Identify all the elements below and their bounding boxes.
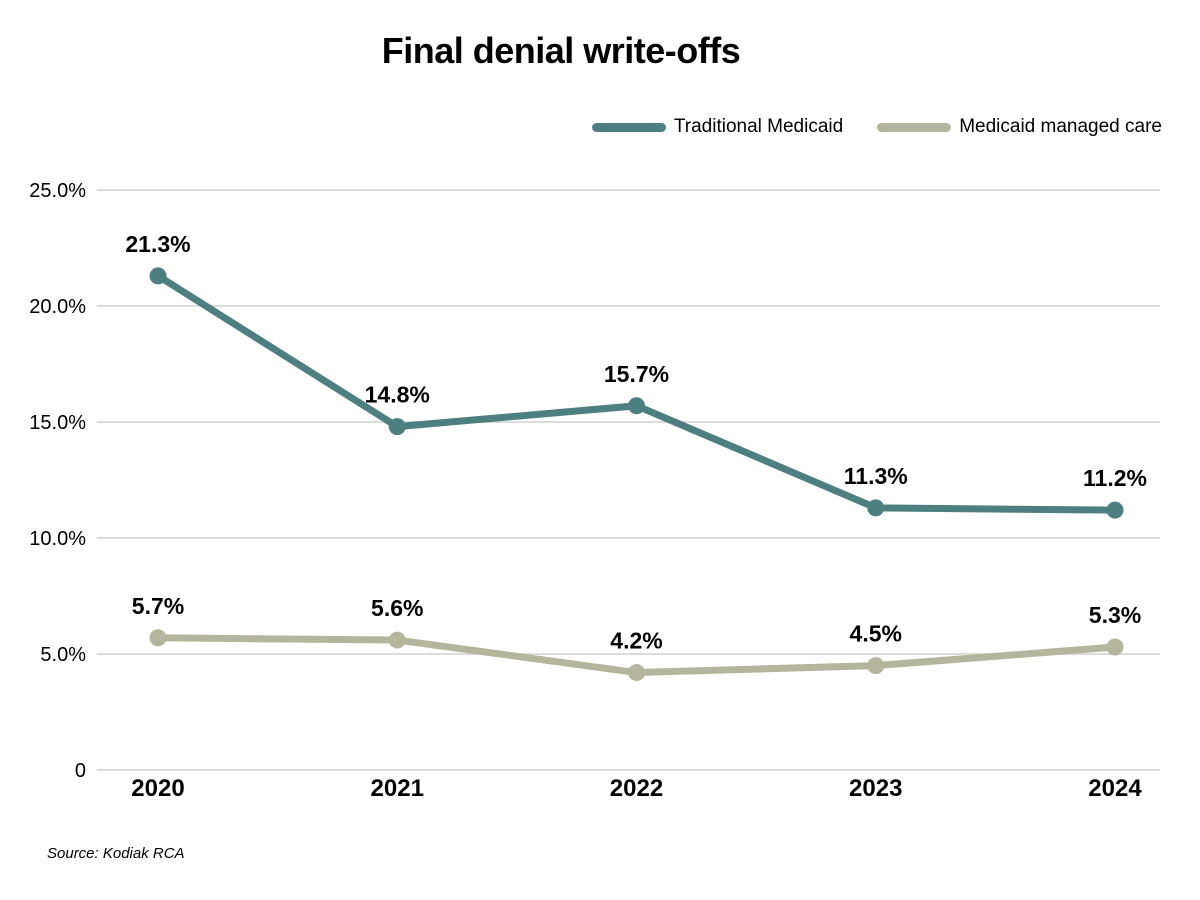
data-point-label: 5.3%: [1089, 602, 1141, 628]
legend: Traditional Medicaid Medicaid managed ca…: [591, 116, 1162, 138]
source-note: Source: Kodiak RCA: [47, 845, 185, 862]
data-point-label: 11.2%: [1083, 465, 1147, 491]
data-point-label: 15.7%: [604, 361, 669, 387]
chart-title: Final denial write-offs: [381, 30, 741, 71]
data-point: [628, 664, 645, 682]
x-axis-tick-label: 2020: [131, 775, 184, 802]
y-axis-tick-label: 20.0%: [29, 296, 86, 318]
legend-item-medicaid-managed-care: Medicaid managed care: [877, 116, 1162, 138]
y-axis-tick-label: 25.0%: [29, 180, 86, 202]
y-axis-tick-label: 5.0%: [40, 644, 86, 666]
legend-swatch-medicaid-managed-care: [877, 122, 952, 132]
data-point-label: 4.5%: [850, 621, 902, 647]
data-point: [388, 418, 406, 436]
data-point-label: 5.7%: [132, 593, 184, 619]
y-axis-tick-label: 0: [75, 760, 86, 782]
x-axis-tick-label: 2021: [371, 775, 424, 802]
data-point: [867, 657, 885, 675]
y-axis-tick-label: 10.0%: [29, 528, 86, 550]
legend-item-traditional-medicaid: Traditional Medicaid: [591, 116, 844, 138]
legend-label-medicaid-managed-care: Medicaid managed care: [959, 116, 1162, 137]
series-line-traditional-medicaid: [154, 272, 1119, 514]
x-axis-tick-label: 2024: [1088, 775, 1142, 802]
data-point: [149, 267, 167, 285]
legend-label-traditional-medicaid: Traditional Medicaid: [673, 116, 844, 137]
data-point: [867, 499, 885, 517]
data-point: [1106, 638, 1124, 656]
data-point-label: 11.3%: [844, 463, 908, 489]
y-axis-tick-label: 15.0%: [29, 412, 86, 434]
data-point: [628, 397, 645, 415]
data-point: [1106, 501, 1124, 519]
x-axis-tick-label: 2023: [849, 775, 902, 802]
data-point: [388, 631, 406, 649]
data-point-label: 5.6%: [371, 595, 423, 621]
data-point-label: 4.2%: [610, 628, 662, 654]
data-point-label: 21.3%: [125, 231, 190, 257]
x-axis-tick-label: 2022: [610, 775, 663, 802]
data-point: [149, 629, 167, 647]
line-chart: 25.0% 20.0% 15.0% 10.0% 5.0% 0 2020 2021 2022 202…: [29, 180, 1160, 802]
legend-swatch-traditional-medicaid: [591, 122, 666, 132]
data-point-label: 14.8%: [365, 382, 430, 408]
